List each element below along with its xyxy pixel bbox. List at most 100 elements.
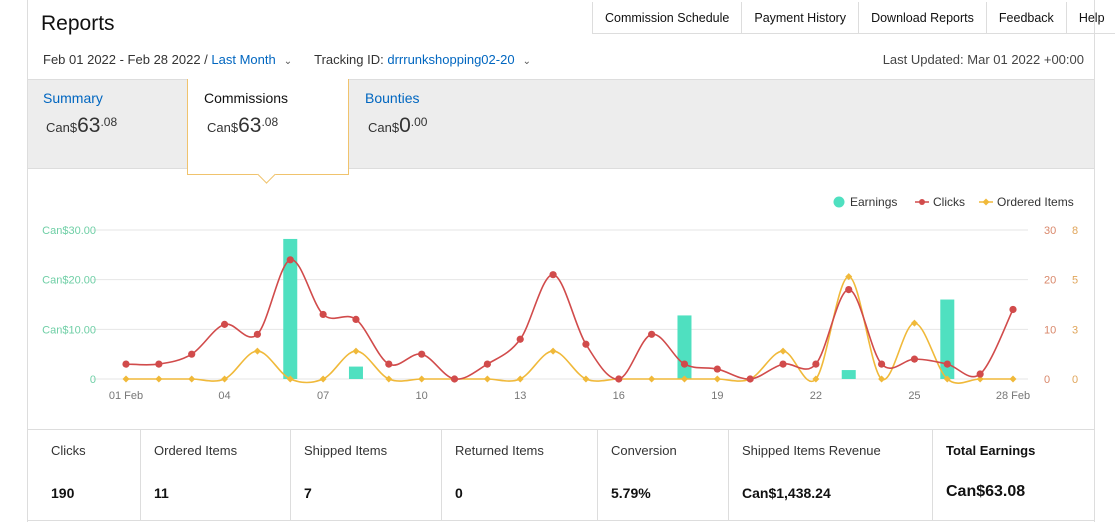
clicks-point [615, 375, 623, 383]
clicks-point [713, 365, 721, 373]
stat-ordered-items: Ordered Items 11 [140, 430, 290, 520]
clicks-point [319, 310, 327, 319]
ordered-items-point [976, 375, 984, 383]
y-left-tick-label: Can$10.00 [42, 324, 96, 336]
tab-commissions-value: Can$63.08 [207, 114, 279, 137]
clicks-point [220, 320, 229, 328]
tab-bounties-label[interactable]: Bounties [365, 90, 420, 106]
download-reports-link[interactable]: Download Reports [858, 2, 986, 33]
ordered-items-point [221, 375, 229, 383]
clicks-point [122, 360, 130, 368]
x-tick-label: 16 [613, 390, 625, 402]
tab-bounties-value: Can$0.00 [368, 114, 428, 137]
ordered-items-point [385, 375, 393, 383]
clicks-point [910, 355, 919, 363]
payment-history-link[interactable]: Payment History [741, 2, 858, 33]
y-right-clicks-tick-label: 10 [1044, 324, 1056, 336]
clicks-point [976, 370, 984, 378]
stat-returned-items: Returned Items 0 [441, 430, 597, 520]
tab-summary-value: Can$63.08 [46, 114, 118, 137]
clicks-point [516, 335, 524, 343]
clicks-point [549, 271, 557, 279]
clicks-point [845, 286, 853, 294]
chevron-down-icon[interactable]: ⌄ [283, 56, 293, 67]
ordered-items-point [910, 319, 918, 327]
y-right-items-tick-label: 5 [1072, 275, 1078, 287]
clicks-point [418, 350, 426, 358]
y-right-items-tick-label: 8 [1072, 225, 1078, 237]
clicks-point [385, 360, 393, 368]
tab-summary[interactable]: Summary Can$63.08 [43, 90, 117, 138]
stats-bar: Clicks 190 Ordered Items 11 Shipped Items 7… [28, 429, 1094, 521]
clicks-point [352, 315, 360, 323]
earnings-bar [677, 315, 692, 379]
report-filters: Feb 01 2022 - Feb 28 2022 / Last Month ⌄… [43, 52, 553, 67]
legend-label: Clicks [933, 195, 965, 209]
commission-schedule-link[interactable]: Commission Schedule [605, 10, 730, 25]
stat-shipped-items-revenue: Shipped Items Revenue Can$1,438.24 [728, 430, 932, 520]
report-frame [27, 0, 1095, 522]
x-tick-label: 04 [218, 390, 230, 402]
ordered-items-point [779, 347, 787, 355]
ordered-items-point [1009, 375, 1017, 383]
tab-commissions[interactable]: Commissions Can$63.08 [204, 90, 288, 138]
y-left-tick-label: Can$20.00 [42, 275, 96, 287]
clicks-point [1009, 305, 1017, 314]
ordered-items-point [845, 273, 853, 281]
y-right-clicks-tick-label: 30 [1044, 225, 1056, 237]
tab-summary-label[interactable]: Summary [43, 90, 103, 106]
tracking-label: Tracking ID: [314, 52, 384, 67]
top-nav: Commission Schedule Payment History Down… [592, 2, 1115, 34]
active-tab-highlight [187, 79, 349, 175]
y-left-tick-label: 0 [90, 374, 96, 386]
clicks-point [680, 360, 689, 368]
ordered-items-point [713, 375, 721, 383]
period-dropdown[interactable]: Last Month [211, 52, 276, 67]
y-right-items-tick-label: 0 [1072, 374, 1078, 386]
tab-commissions-label[interactable]: Commissions [204, 90, 289, 106]
tab-bounties[interactable]: Bounties Can$0.00 [365, 90, 427, 138]
clicks-point [286, 256, 294, 264]
help-link[interactable]: Help [1065, 2, 1115, 33]
x-tick-label: 25 [908, 390, 920, 402]
legend-label: Earnings [850, 195, 897, 209]
y-left-tick-label: Can$30.00 [42, 225, 96, 237]
ordered-items-point [286, 375, 294, 383]
earnings-bar [283, 238, 298, 379]
ordered-items-point [155, 375, 163, 383]
legend-clicks-swatch [919, 199, 925, 205]
ordered-items-point [122, 375, 130, 383]
chevron-down-icon[interactable]: ⌄ [522, 56, 531, 67]
clicks-point [253, 330, 262, 338]
legend-items-swatch [982, 198, 990, 206]
feedback-link[interactable]: Feedback [985, 2, 1066, 33]
ordered-items-point [188, 375, 196, 383]
clicks-point [450, 375, 459, 383]
ordered-items-point [253, 347, 261, 355]
earnings-bar [348, 366, 363, 379]
clicks-point [582, 340, 590, 348]
tracking-id-dropdown[interactable]: drrrunkshopping02-20 [387, 52, 515, 67]
ordered-items-point [812, 375, 820, 383]
ordered-items-point [319, 375, 327, 383]
stat-clicks: Clicks 190 [51, 443, 86, 501]
ordered-items-point [549, 347, 557, 355]
stat-total-earnings: Total Earnings Can$63.08 [932, 430, 1094, 520]
clicks-point [648, 330, 656, 338]
x-tick-label: 07 [317, 390, 329, 402]
ordered-items-point [680, 375, 688, 383]
x-tick-label: 22 [810, 390, 822, 402]
x-tick-label: 10 [416, 390, 428, 402]
clicks-line [125, 259, 1014, 380]
stat-shipped-items: Shipped Items 7 [290, 430, 441, 520]
y-right-items-tick-label: 3 [1072, 324, 1078, 336]
ordered-items-point [648, 375, 656, 383]
x-tick-label: 19 [711, 390, 723, 402]
ordered-items-point [418, 375, 426, 383]
y-right-clicks-tick-label: 0 [1044, 374, 1050, 386]
earnings-bar [940, 299, 955, 379]
clicks-point [483, 360, 491, 368]
x-tick-label: 28 Feb [996, 390, 1030, 402]
ordered-items-point [582, 375, 590, 383]
